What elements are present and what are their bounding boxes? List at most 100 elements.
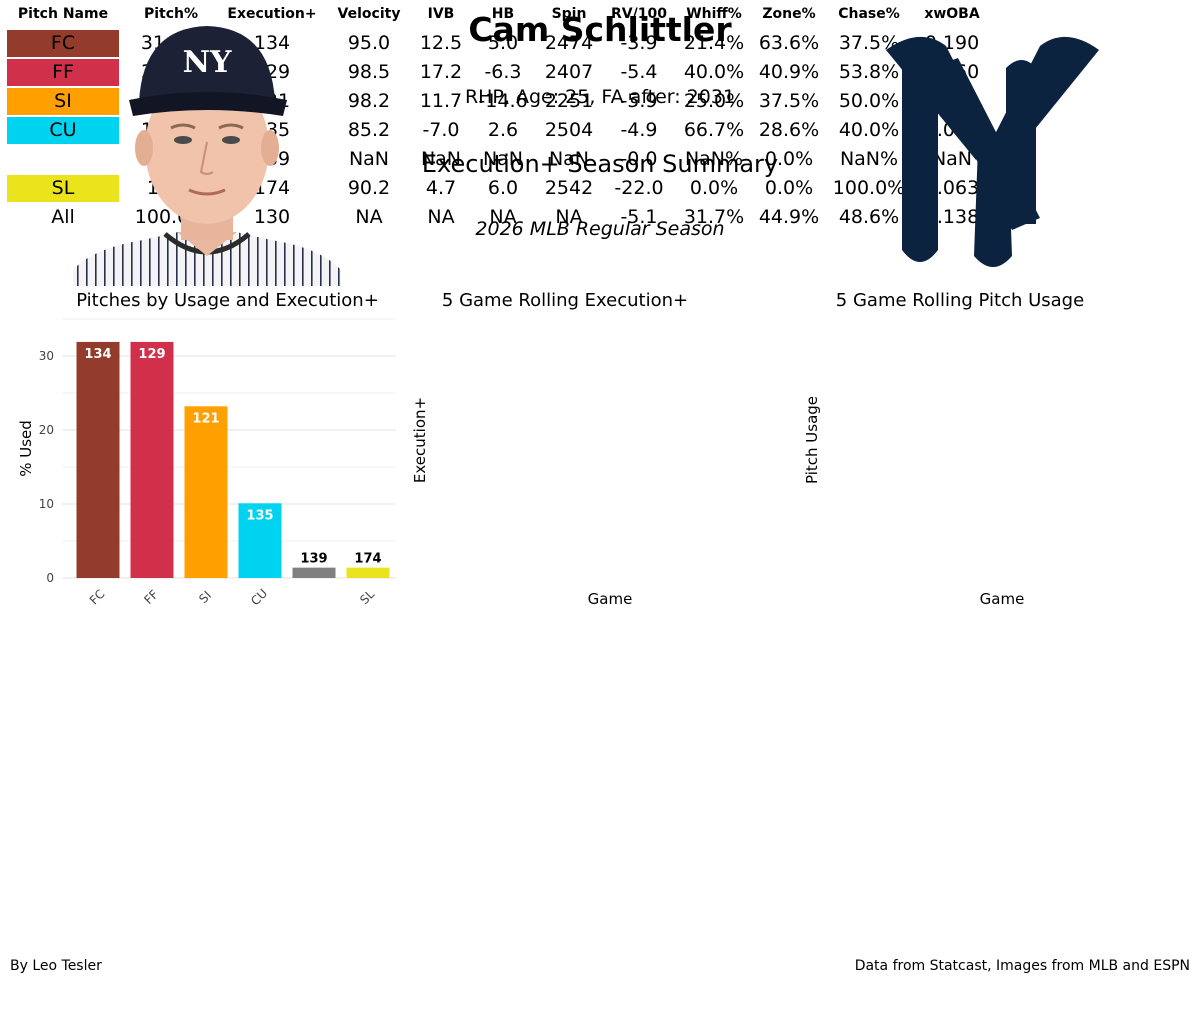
table-cell: 98.2 bbox=[347, 89, 391, 112]
table-cell: -5.4 bbox=[620, 60, 658, 83]
table-cell: 37.5% bbox=[758, 89, 820, 112]
rolling-exec-ylabel: Execution+ bbox=[411, 397, 429, 483]
season-label: 2026 MLB Regular Season bbox=[475, 218, 725, 240]
pitch-name-cell: CU bbox=[0, 115, 126, 144]
bar-FC bbox=[76, 341, 120, 578]
table-cell: -7.0 bbox=[422, 118, 460, 141]
table-cell: 63.6% bbox=[758, 31, 820, 54]
table-cell: 6.0 bbox=[487, 176, 519, 199]
column-header: Execution+ bbox=[227, 6, 317, 22]
column-header: Spin bbox=[551, 6, 587, 22]
table-cell: 48.6% bbox=[838, 205, 900, 228]
pitch-name-label: FC bbox=[7, 29, 119, 57]
rolling-execution-title: 5 Game Rolling Execution+ bbox=[441, 290, 689, 311]
bar-data-label: 135 bbox=[246, 508, 273, 523]
bar-data-label: 134 bbox=[84, 347, 111, 362]
table-cell: 90.2 bbox=[347, 176, 391, 199]
table-cell: -3.9 bbox=[620, 31, 658, 54]
column-header: Chase% bbox=[838, 6, 900, 22]
data-source-credit: Data from Statcast, Images from MLB and … bbox=[854, 958, 1190, 974]
column-header: xwOBA bbox=[924, 6, 980, 22]
table-cell: 66.7% bbox=[683, 118, 745, 141]
table-cell: -22.0 bbox=[614, 176, 664, 199]
bar-data-label: 129 bbox=[138, 347, 165, 362]
team-logo bbox=[886, 36, 1099, 267]
table-cell: 174 bbox=[253, 176, 291, 199]
pitch-name-cell: FC bbox=[0, 28, 126, 57]
x-tick-label: FC bbox=[87, 587, 108, 608]
column-header: IVB bbox=[427, 6, 455, 22]
pitch-name-label bbox=[7, 145, 119, 173]
table-cell: 85.2 bbox=[347, 118, 391, 141]
table-cell: 2.6 bbox=[487, 118, 519, 141]
table-cell: 0.0% bbox=[764, 176, 814, 199]
table-cell: 28.6% bbox=[758, 118, 820, 141]
table-cell: NaN% bbox=[839, 147, 899, 170]
table-cell: -14.6 bbox=[478, 89, 528, 112]
table-cell: -5.1 bbox=[620, 205, 658, 228]
table-cell: -0.0 bbox=[620, 147, 658, 170]
table-cell: 53.8% bbox=[838, 60, 900, 83]
table-cell: 37.5% bbox=[838, 31, 900, 54]
table-cell: 0.0% bbox=[764, 147, 814, 170]
table-cell: NaN bbox=[548, 147, 590, 170]
table-cell: 12.5 bbox=[419, 31, 463, 54]
table-cell: 0.138 bbox=[924, 205, 980, 228]
rolling-usage-title: 5 Game Rolling Pitch Usage bbox=[835, 290, 1085, 311]
column-header: HB bbox=[491, 6, 515, 22]
table-cell: 130 bbox=[253, 205, 291, 228]
column-header: Zone% bbox=[762, 6, 816, 22]
table-cell: 0.0% bbox=[689, 176, 739, 199]
table-cell: 134 bbox=[253, 31, 291, 54]
table-cell: 2251 bbox=[544, 89, 594, 112]
table-cell: 95.0 bbox=[347, 31, 391, 54]
table-cell: NA bbox=[489, 205, 517, 228]
table-cell: 0.063 bbox=[924, 176, 980, 199]
table-cell: 40.9% bbox=[758, 60, 820, 83]
pitch-name-label: All bbox=[7, 203, 119, 231]
table-cell: 5.0 bbox=[487, 31, 519, 54]
table-cell: 44.9% bbox=[758, 205, 820, 228]
usage-chart-title: Pitches by Usage and Execution+ bbox=[76, 290, 379, 311]
bar-data-label: 174 bbox=[354, 552, 381, 567]
bar-FF bbox=[130, 341, 174, 578]
rolling-usage-chart: Pitch Usage Game bbox=[803, 396, 1025, 608]
pitch-name-cell: SL bbox=[0, 173, 126, 202]
x-tick-label: SI bbox=[196, 588, 214, 606]
table-header-row: Pitch Name Pitch% Execution+ Velocity IVB HB S… bbox=[0, 0, 990, 28]
column-header: Pitch% bbox=[143, 6, 199, 22]
y-tick-label: 10 bbox=[39, 497, 54, 511]
table-cell: 50.0% bbox=[838, 89, 900, 112]
y-axis-label: % Used bbox=[17, 420, 35, 477]
report-title: Execution+ Season Summary bbox=[421, 150, 779, 178]
rolling-usage-ylabel: Pitch Usage bbox=[803, 396, 821, 484]
table-cell: NA bbox=[427, 205, 455, 228]
player-name: Cam Schlittler bbox=[468, 10, 732, 49]
pitch-name-cell: SI bbox=[0, 86, 126, 115]
table-cell: 31.7% bbox=[683, 205, 745, 228]
bar-CU bbox=[238, 503, 282, 578]
table-cell: NaN bbox=[420, 147, 462, 170]
bar-SI bbox=[184, 406, 228, 578]
pitch-name-label: SL bbox=[7, 174, 119, 202]
table-cell: -4.9 bbox=[620, 118, 658, 141]
table-cell: 40.0% bbox=[838, 118, 900, 141]
table-cell: 2542 bbox=[544, 176, 594, 199]
pitch-name-label: FF bbox=[7, 58, 119, 86]
rolling-usage-xlabel: Game bbox=[980, 590, 1025, 608]
table-cell: NaN bbox=[931, 147, 973, 170]
table-cell: 100.0% bbox=[832, 176, 906, 199]
pitch-name-cell: All bbox=[0, 202, 126, 231]
bar-data-label: 139 bbox=[300, 552, 327, 567]
table-cell: 25.0% bbox=[683, 89, 745, 112]
author-credit: By Leo Tesler bbox=[10, 958, 102, 974]
table-cell: NA bbox=[355, 205, 383, 228]
bar-data-label: 121 bbox=[192, 411, 219, 426]
rolling-exec-xlabel: Game bbox=[588, 590, 633, 608]
table-cell: NA bbox=[555, 205, 583, 228]
table-cell: NaN% bbox=[684, 147, 744, 170]
table-cell: NaN bbox=[482, 147, 524, 170]
column-header: RV/100 bbox=[611, 6, 667, 22]
table-cell: 2504 bbox=[544, 118, 594, 141]
table-cell: 17.2 bbox=[419, 60, 463, 83]
